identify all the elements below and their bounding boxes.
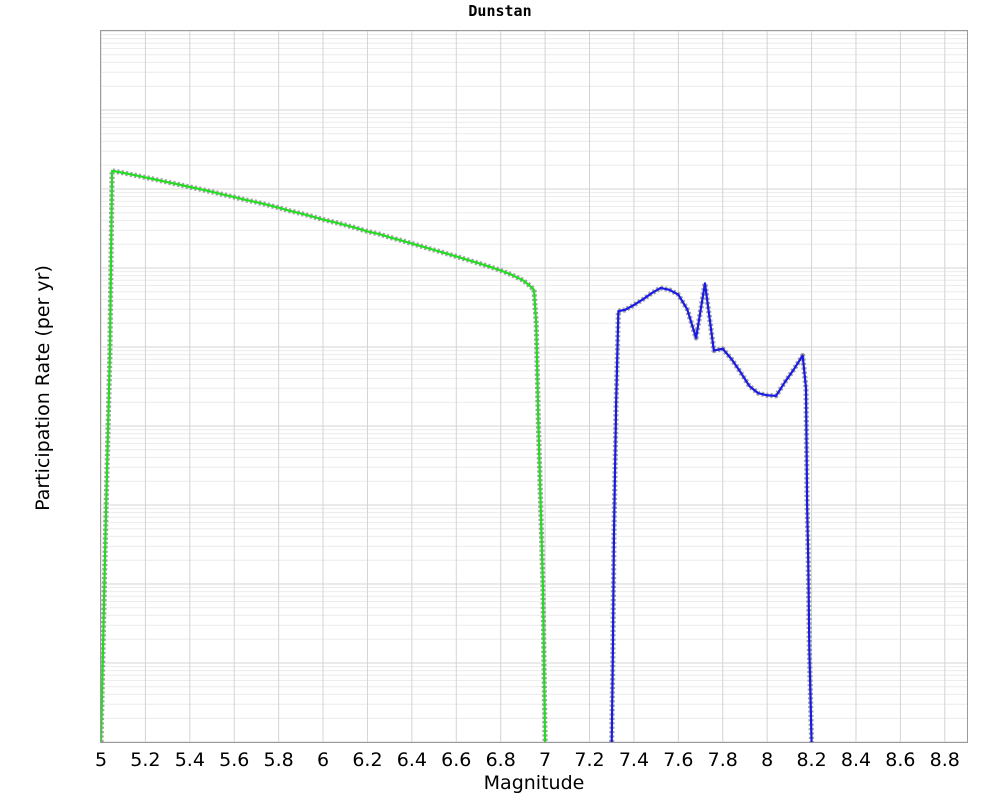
x-tick-label: 8.4	[840, 749, 872, 771]
x-tick-label: 6.8	[485, 749, 516, 771]
series-lines	[101, 168, 815, 742]
x-tick-label: 8.6	[885, 749, 916, 771]
x-tick-label: 5.6	[219, 749, 250, 771]
x-tick-label: 5	[94, 749, 108, 771]
x-tick-label: 7.4	[618, 749, 650, 771]
x-tick-label: 5.2	[130, 749, 161, 771]
x-tick-label: 5.8	[263, 749, 294, 771]
x-tick-label: 8	[761, 749, 774, 771]
x-tick-label: 7.6	[663, 749, 694, 771]
x-tick-label: 6	[317, 749, 330, 771]
gridlines	[101, 31, 967, 742]
x-tick-label: 6.6	[441, 749, 472, 771]
chart-title: Dunstan	[468, 2, 532, 20]
x-tick-label: 8.8	[929, 749, 960, 771]
x-tick-label: 7.8	[707, 749, 738, 771]
x-tick-label: 8.2	[796, 749, 827, 771]
series-0	[101, 169, 547, 742]
y-axis-label: Participation Rate (per yr)	[32, 265, 54, 511]
x-axis-label: Magnitude	[483, 772, 585, 794]
x-tick-label: 6.4	[396, 749, 427, 771]
x-tick-label: 7	[539, 749, 552, 771]
x-tick-label: 7.2	[574, 749, 605, 771]
series-1	[610, 282, 813, 742]
x-tick-label: 6.2	[352, 749, 383, 771]
x-tick-label: 5.4	[174, 749, 205, 771]
plot-area	[100, 30, 968, 743]
